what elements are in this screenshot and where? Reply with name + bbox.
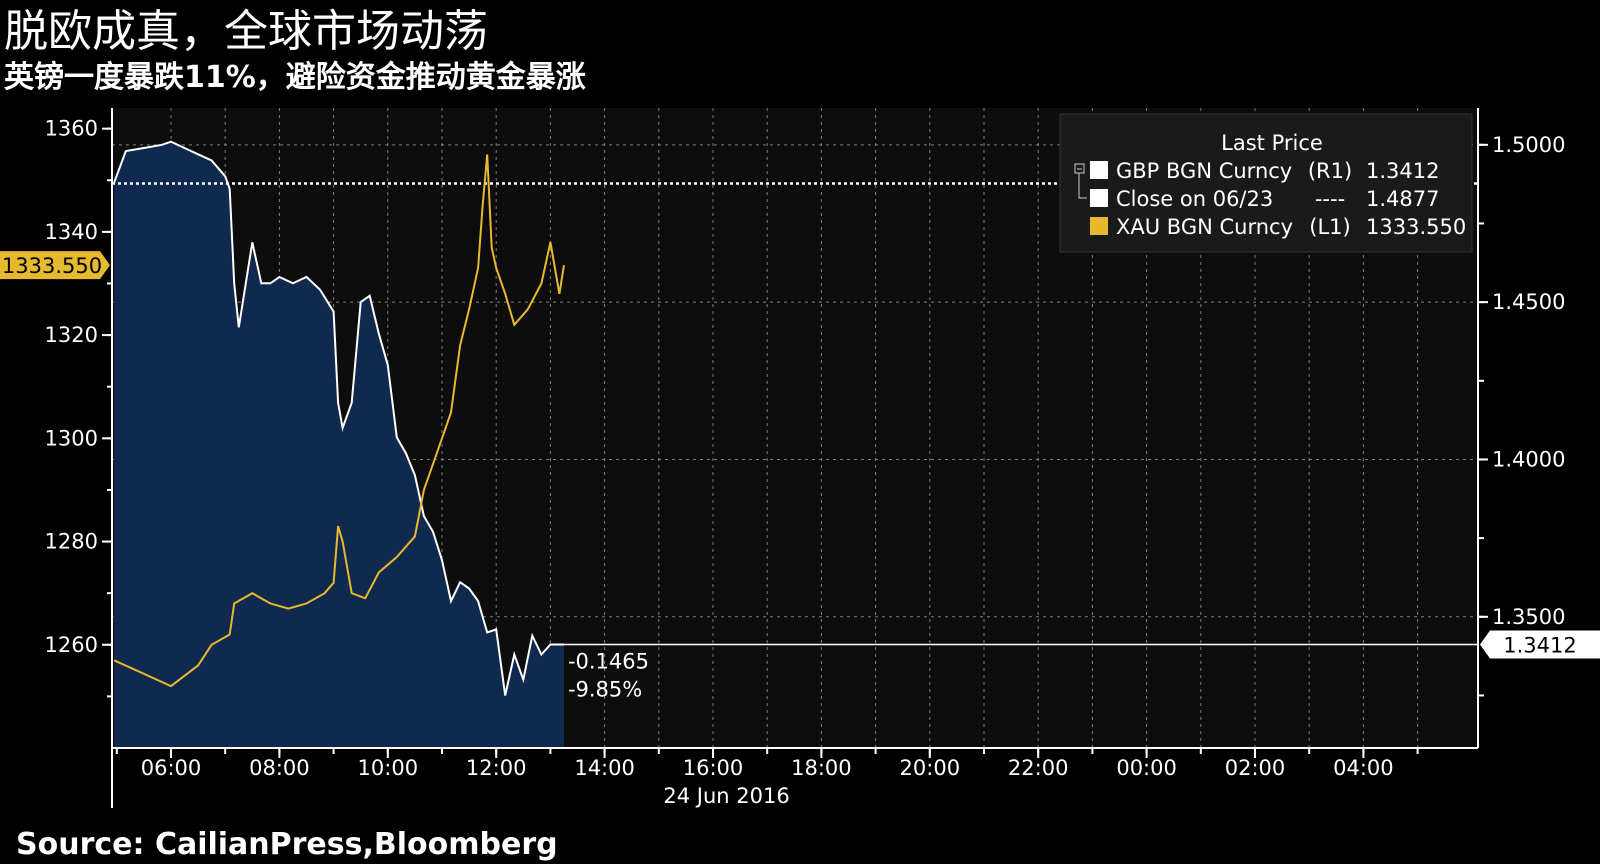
legend-name-2: XAU BGN Curncy	[1116, 215, 1293, 239]
legend-box	[1059, 113, 1473, 253]
x-date-label: 24 Jun 2016	[663, 784, 789, 808]
left-tick-label-1320: 1320	[45, 323, 98, 347]
legend-swatch-0	[1090, 161, 1108, 179]
chart-title: 脱欧成真，全球市场动荡	[4, 6, 488, 57]
x-tick-label-02:00: 02:00	[1225, 756, 1286, 780]
x-tick-label-12:00: 12:00	[466, 756, 527, 780]
legend-value-2: 1333.550	[1366, 215, 1466, 239]
x-tick-label-00:00: 00:00	[1116, 756, 1177, 780]
chart-subtitle: 英镑一度暴跌11%，避险资金推动黄金暴涨	[4, 60, 586, 95]
legend-axis-2: (L1)	[1309, 215, 1350, 239]
right-tick-label-1.4000: 1.4000	[1492, 447, 1565, 471]
change-pct-label: -9.85%	[568, 677, 642, 701]
left-tick-label-1280: 1280	[45, 530, 98, 554]
xau-last-value-flag	[0, 251, 110, 280]
xau-last-value-label: 1333.550	[2, 254, 102, 278]
gbp-last-value-label: 1.3412	[1503, 633, 1576, 657]
x-tick-label-04:00: 04:00	[1333, 756, 1394, 780]
legend-axis-1: ----	[1315, 187, 1345, 211]
change-abs-label: -0.1465	[568, 649, 649, 673]
x-tick-label-08:00: 08:00	[249, 756, 310, 780]
gbp-last-value-flag	[1480, 630, 1600, 659]
x-tick-label-06:00: 06:00	[141, 756, 202, 780]
left-tick-label-1300: 1300	[45, 426, 98, 450]
legend-tree-line	[1078, 173, 1087, 199]
left-tick-label-1260: 1260	[45, 633, 98, 657]
x-tick-label-16:00: 16:00	[683, 756, 744, 780]
right-tick-label-1.3500: 1.3500	[1492, 605, 1565, 629]
x-tick-label-22:00: 22:00	[1008, 756, 1069, 780]
right-tick-label-1.4500: 1.4500	[1492, 290, 1565, 314]
xau-line	[113, 154, 565, 688]
left-tick-label-1360: 1360	[45, 117, 98, 141]
legend-swatch-1	[1090, 189, 1108, 207]
right-tick-label-1.5000: 1.5000	[1492, 133, 1565, 157]
x-tick-label-20:00: 20:00	[900, 756, 961, 780]
x-tick-label-14:00: 14:00	[574, 756, 635, 780]
gbp-line	[113, 140, 564, 696]
left-tick-label-1340: 1340	[45, 220, 98, 244]
gbp-area	[114, 141, 564, 748]
legend-value-1: 1.4877	[1366, 187, 1439, 211]
legend-name-1: Close on 06/23	[1116, 187, 1273, 211]
legend-value-0: 1.3412	[1366, 159, 1439, 183]
legend-axis-0: (R1)	[1308, 159, 1352, 183]
legend-swatch-2	[1090, 217, 1108, 235]
legend-name-0: GBP BGN Curncy	[1116, 159, 1292, 183]
x-tick-label-18:00: 18:00	[791, 756, 852, 780]
legend-title: Last Price	[1221, 131, 1323, 155]
source-note: Source: CailianPress,Bloomberg	[16, 827, 558, 862]
x-tick-label-10:00: 10:00	[358, 756, 419, 780]
